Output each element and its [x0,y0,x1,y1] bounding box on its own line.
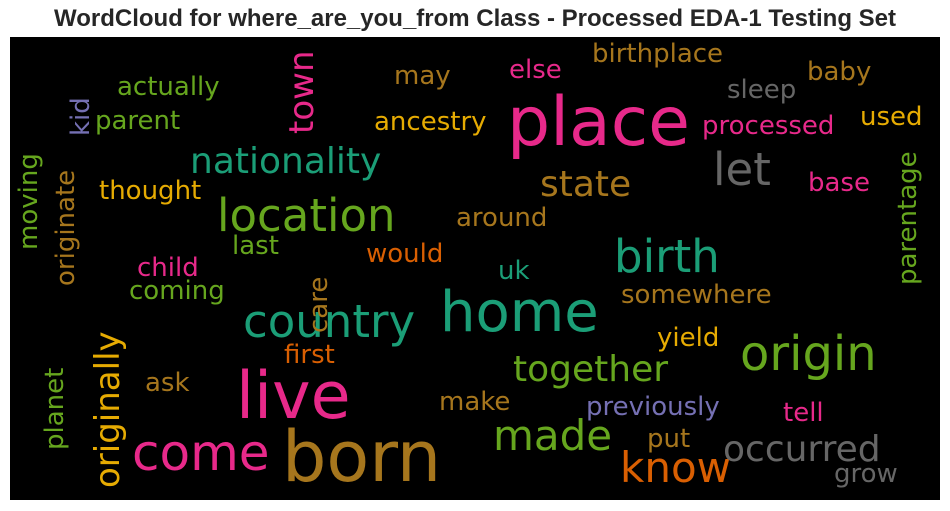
word-tell: tell [783,400,824,426]
word-state: state [540,167,631,203]
word-yield: yield [657,325,719,351]
word-sleep: sleep [727,77,796,103]
word-birthplace: birthplace [592,41,723,67]
word-put: put [647,426,690,452]
word-around: around [456,205,547,231]
word-make: make [439,389,510,415]
word-previously: previously [586,394,720,420]
word-processed: processed [702,113,834,139]
word-baby: baby [807,59,871,85]
word-origin: origin [740,330,877,378]
wordcloud-canvas: place born live home origin come locatio… [10,37,940,500]
word-would: would [366,241,443,267]
word-originally: originally [91,331,125,488]
word-live: live [236,364,351,429]
word-may: may [394,63,451,89]
word-used: used [860,104,923,130]
word-parentage: parentage [895,151,921,285]
word-ask: ask [145,370,190,396]
word-kid: kid [68,97,94,136]
word-actually: actually [117,74,220,100]
word-ancestry: ancestry [374,109,487,135]
word-place: place [507,89,690,157]
word-care: care [306,277,332,333]
word-grow: grow [834,461,898,487]
word-uk: uk [498,258,530,284]
word-base: base [808,170,870,196]
word-come: come [132,428,270,478]
word-town: town [285,51,319,135]
word-thought: thought [99,178,201,204]
word-first: first [284,342,335,368]
word-together: together [513,352,668,388]
word-planet: planet [42,368,68,450]
word-last: last [232,233,279,259]
word-coming: coming [129,278,225,304]
word-originate: originate [53,170,79,286]
word-else: else [509,57,562,83]
word-let: let [713,147,771,192]
word-parent: parent [95,108,180,134]
word-moving: moving [16,153,42,250]
word-somewhere: somewhere [621,282,772,308]
word-nationality: nationality [190,144,381,180]
chart-title: WordCloud for where_are_you_from Class -… [0,4,950,34]
word-birth: birth [614,234,720,279]
word-home: home [440,285,599,341]
